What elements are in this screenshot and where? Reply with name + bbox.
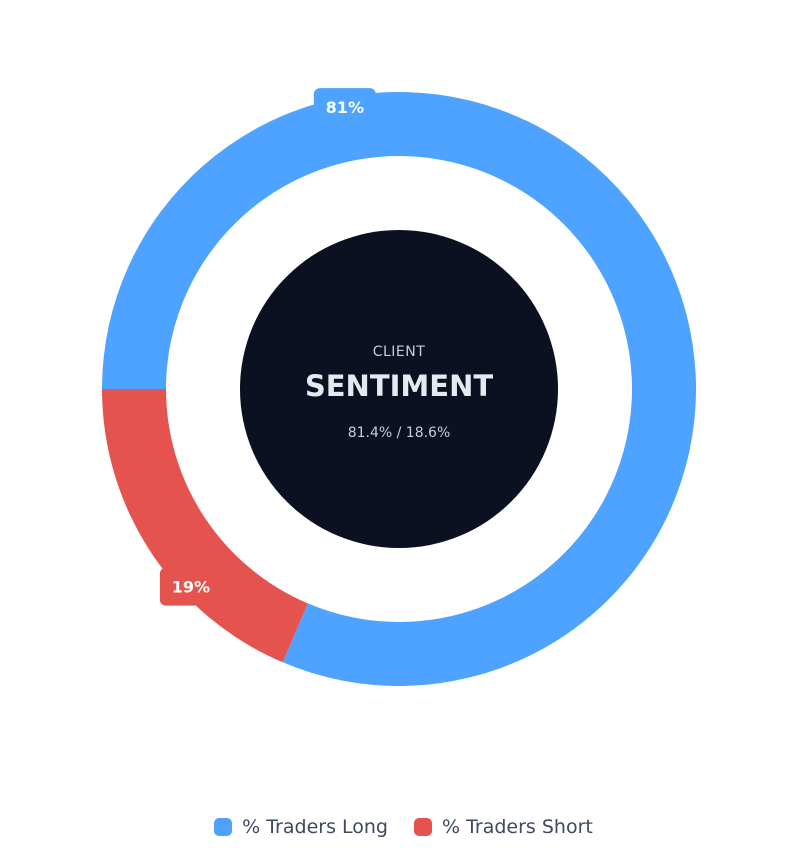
legend-label-short: % Traders Short <box>441 816 593 838</box>
slice-group <box>102 91 697 686</box>
legend-label-long: % Traders Long <box>242 816 388 838</box>
legend-item-long[interactable]: % Traders Long <box>214 816 388 838</box>
center-kicker: CLIENT <box>373 344 426 360</box>
data-label-short: 19% <box>159 567 222 606</box>
center-disc <box>240 230 558 548</box>
data-label-bg-short <box>159 567 222 606</box>
legend-item-short[interactable]: % Traders Short <box>413 816 593 838</box>
legend: % Traders Long % Traders Short <box>0 816 807 838</box>
data-label-group: 81% 19% <box>159 88 376 606</box>
data-label-text-long: 81% <box>326 98 364 117</box>
data-label-bg-long <box>313 88 376 127</box>
legend-swatch-long <box>214 818 233 836</box>
center-subtitle: 81.4% / 18.6% <box>348 425 451 441</box>
center-title: SENTIMENT <box>305 369 493 403</box>
data-label-long: 81% <box>313 88 376 127</box>
legend-swatch-short <box>413 818 432 836</box>
data-label-text-short: 19% <box>172 578 210 597</box>
slice-short[interactable] <box>102 389 308 663</box>
